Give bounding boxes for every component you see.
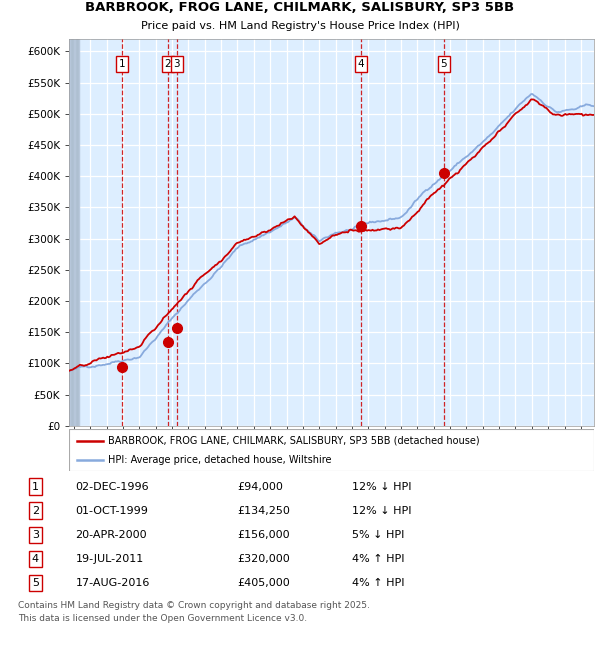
Text: BARBROOK, FROG LANE, CHILMARK, SALISBURY, SP3 5BB: BARBROOK, FROG LANE, CHILMARK, SALISBURY… (85, 1, 515, 14)
Text: Contains HM Land Registry data © Crown copyright and database right 2025.: Contains HM Land Registry data © Crown c… (18, 601, 370, 610)
Text: 4: 4 (358, 59, 364, 69)
Text: 12% ↓ HPI: 12% ↓ HPI (352, 506, 412, 515)
Text: 19-JUL-2011: 19-JUL-2011 (76, 554, 144, 564)
Text: BARBROOK, FROG LANE, CHILMARK, SALISBURY, SP3 5BB (detached house): BARBROOK, FROG LANE, CHILMARK, SALISBURY… (109, 436, 480, 446)
Text: 4: 4 (32, 554, 39, 564)
Text: 1: 1 (118, 59, 125, 69)
Text: 20-APR-2000: 20-APR-2000 (76, 530, 147, 540)
Text: 3: 3 (173, 59, 180, 69)
Text: 5% ↓ HPI: 5% ↓ HPI (352, 530, 404, 540)
Text: 02-DEC-1996: 02-DEC-1996 (76, 482, 149, 491)
Text: 5: 5 (440, 59, 447, 69)
Text: 17-AUG-2016: 17-AUG-2016 (76, 578, 150, 588)
Text: 1: 1 (32, 482, 39, 491)
Text: £134,250: £134,250 (237, 506, 290, 515)
Text: Price paid vs. HM Land Registry's House Price Index (HPI): Price paid vs. HM Land Registry's House … (140, 21, 460, 31)
Text: 2: 2 (164, 59, 171, 69)
Text: 4% ↑ HPI: 4% ↑ HPI (352, 578, 404, 588)
Text: 01-OCT-1999: 01-OCT-1999 (76, 506, 148, 515)
Text: 3: 3 (32, 530, 39, 540)
Text: 4% ↑ HPI: 4% ↑ HPI (352, 554, 404, 564)
Bar (69, 39, 79, 426)
Text: £94,000: £94,000 (237, 482, 283, 491)
Text: £156,000: £156,000 (237, 530, 290, 540)
Text: £320,000: £320,000 (237, 554, 290, 564)
Text: £405,000: £405,000 (237, 578, 290, 588)
Text: 12% ↓ HPI: 12% ↓ HPI (352, 482, 412, 491)
Text: This data is licensed under the Open Government Licence v3.0.: This data is licensed under the Open Gov… (18, 614, 307, 623)
Text: 2: 2 (32, 506, 39, 515)
Text: 5: 5 (32, 578, 39, 588)
Text: HPI: Average price, detached house, Wiltshire: HPI: Average price, detached house, Wilt… (109, 455, 332, 465)
